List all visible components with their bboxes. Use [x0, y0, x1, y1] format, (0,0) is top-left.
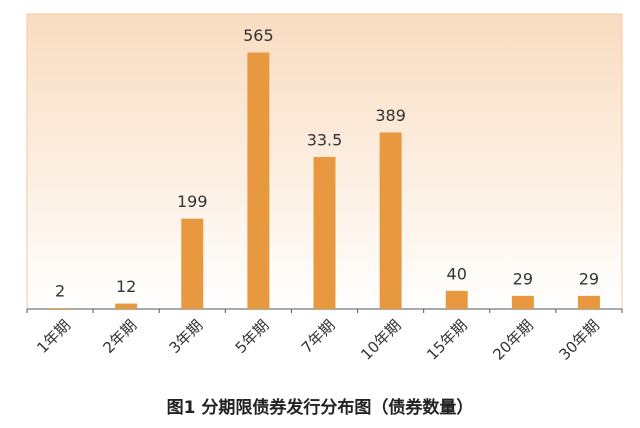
- x-tick-label: 10年期: [357, 316, 404, 363]
- bar: [181, 218, 204, 309]
- bar: [577, 295, 600, 309]
- x-tick-label: 15年期: [423, 316, 470, 363]
- x-tick-label: 30年期: [556, 316, 603, 363]
- x-tick-label: 3年期: [166, 316, 207, 357]
- x-tick-label: 1年期: [33, 316, 74, 357]
- bar: [247, 52, 270, 309]
- data-label: 33.5: [307, 130, 343, 149]
- x-tick-label: 7年期: [298, 316, 339, 357]
- x-tick-label: 20年期: [489, 316, 536, 363]
- chart-title: 图1 分期限债券发行分布图（债券数量）: [167, 397, 474, 418]
- data-label: 2: [55, 282, 65, 301]
- x-tick-label: 5年期: [232, 316, 273, 357]
- x-tick-label: 2年期: [99, 316, 140, 357]
- bar: [445, 290, 468, 309]
- bar: [379, 132, 402, 309]
- data-label: 29: [513, 269, 533, 288]
- data-label: 12: [116, 277, 136, 296]
- data-label: 40: [447, 264, 467, 283]
- data-label: 565: [243, 26, 274, 45]
- bar: [511, 295, 534, 309]
- data-label: 199: [177, 192, 208, 211]
- data-label: 389: [375, 106, 406, 125]
- bar: [313, 156, 336, 309]
- data-label: 29: [579, 269, 599, 288]
- bar: [115, 303, 138, 309]
- bar: [49, 308, 72, 309]
